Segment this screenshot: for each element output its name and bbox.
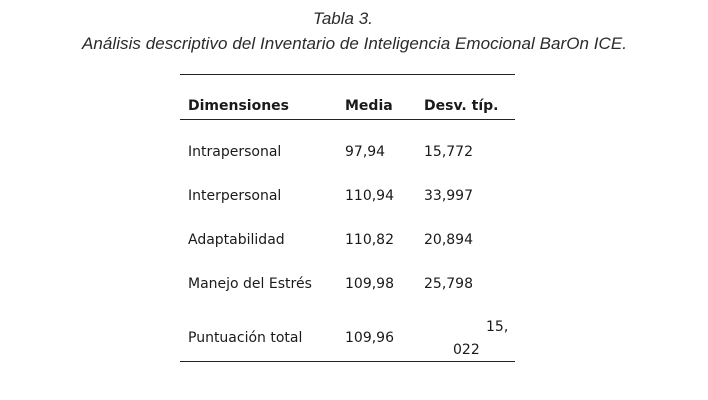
- table-label: Tabla 3.: [313, 9, 373, 28]
- row-intrapersonal-sd: 15,772: [424, 144, 473, 160]
- row-manejo-estres-dimension: Manejo del Estrés: [188, 276, 312, 292]
- top-rule: [180, 74, 515, 75]
- row-adaptabilidad-dimension: Adaptabilidad: [188, 232, 285, 248]
- header-mean: Media: [345, 98, 393, 114]
- header-dimensions: Dimensiones: [188, 98, 290, 114]
- row-interpersonal-dimension: Interpersonal: [188, 188, 282, 204]
- row-intrapersonal-dimension: Intrapersonal: [188, 144, 282, 160]
- row-adaptabilidad-mean: 110,82: [345, 232, 394, 248]
- row-puntuacion-total-mean: 109,96: [345, 330, 394, 346]
- header-sd: Desv. típ.: [424, 98, 499, 114]
- row-puntuacion-total-sd-part1: 15,: [486, 319, 509, 335]
- row-interpersonal-sd: 33,997: [424, 188, 473, 204]
- bottom-rule: [180, 361, 515, 362]
- row-intrapersonal-mean: 97,94: [345, 144, 386, 160]
- row-interpersonal-mean: 110,94: [345, 188, 394, 204]
- row-puntuacion-total-sd-part2: 022: [453, 342, 480, 358]
- row-manejo-estres-sd: 25,798: [424, 276, 473, 292]
- row-manejo-estres-mean: 109,98: [345, 276, 394, 292]
- header-rule: [180, 119, 515, 120]
- row-adaptabilidad-sd: 20,894: [424, 232, 473, 248]
- row-puntuacion-total-dimension: Puntuación total: [188, 330, 303, 346]
- table-title: Análisis descriptivo del Inventario de I…: [82, 34, 628, 53]
